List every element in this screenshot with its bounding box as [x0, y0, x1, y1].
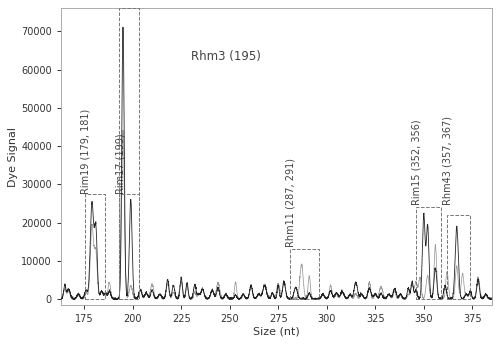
Bar [416, 207, 441, 299]
Bar [290, 249, 319, 299]
Bar [85, 194, 104, 299]
Text: Rhm11 (287, 291): Rhm11 (287, 291) [286, 158, 296, 247]
Bar [447, 215, 470, 299]
Text: Rim19 (179, 181): Rim19 (179, 181) [81, 109, 91, 194]
X-axis label: Size (nt): Size (nt) [253, 327, 300, 337]
Bar [119, 194, 139, 299]
Y-axis label: Dye Signal: Dye Signal [8, 127, 18, 187]
Text: Rim17 (199): Rim17 (199) [116, 133, 126, 194]
Text: Rim15 (352, 356): Rim15 (352, 356) [412, 120, 422, 205]
Bar [119, 8, 139, 299]
Text: Rhm43 (357, 367): Rhm43 (357, 367) [443, 116, 453, 205]
Text: Rhm3 (195): Rhm3 (195) [191, 50, 261, 63]
